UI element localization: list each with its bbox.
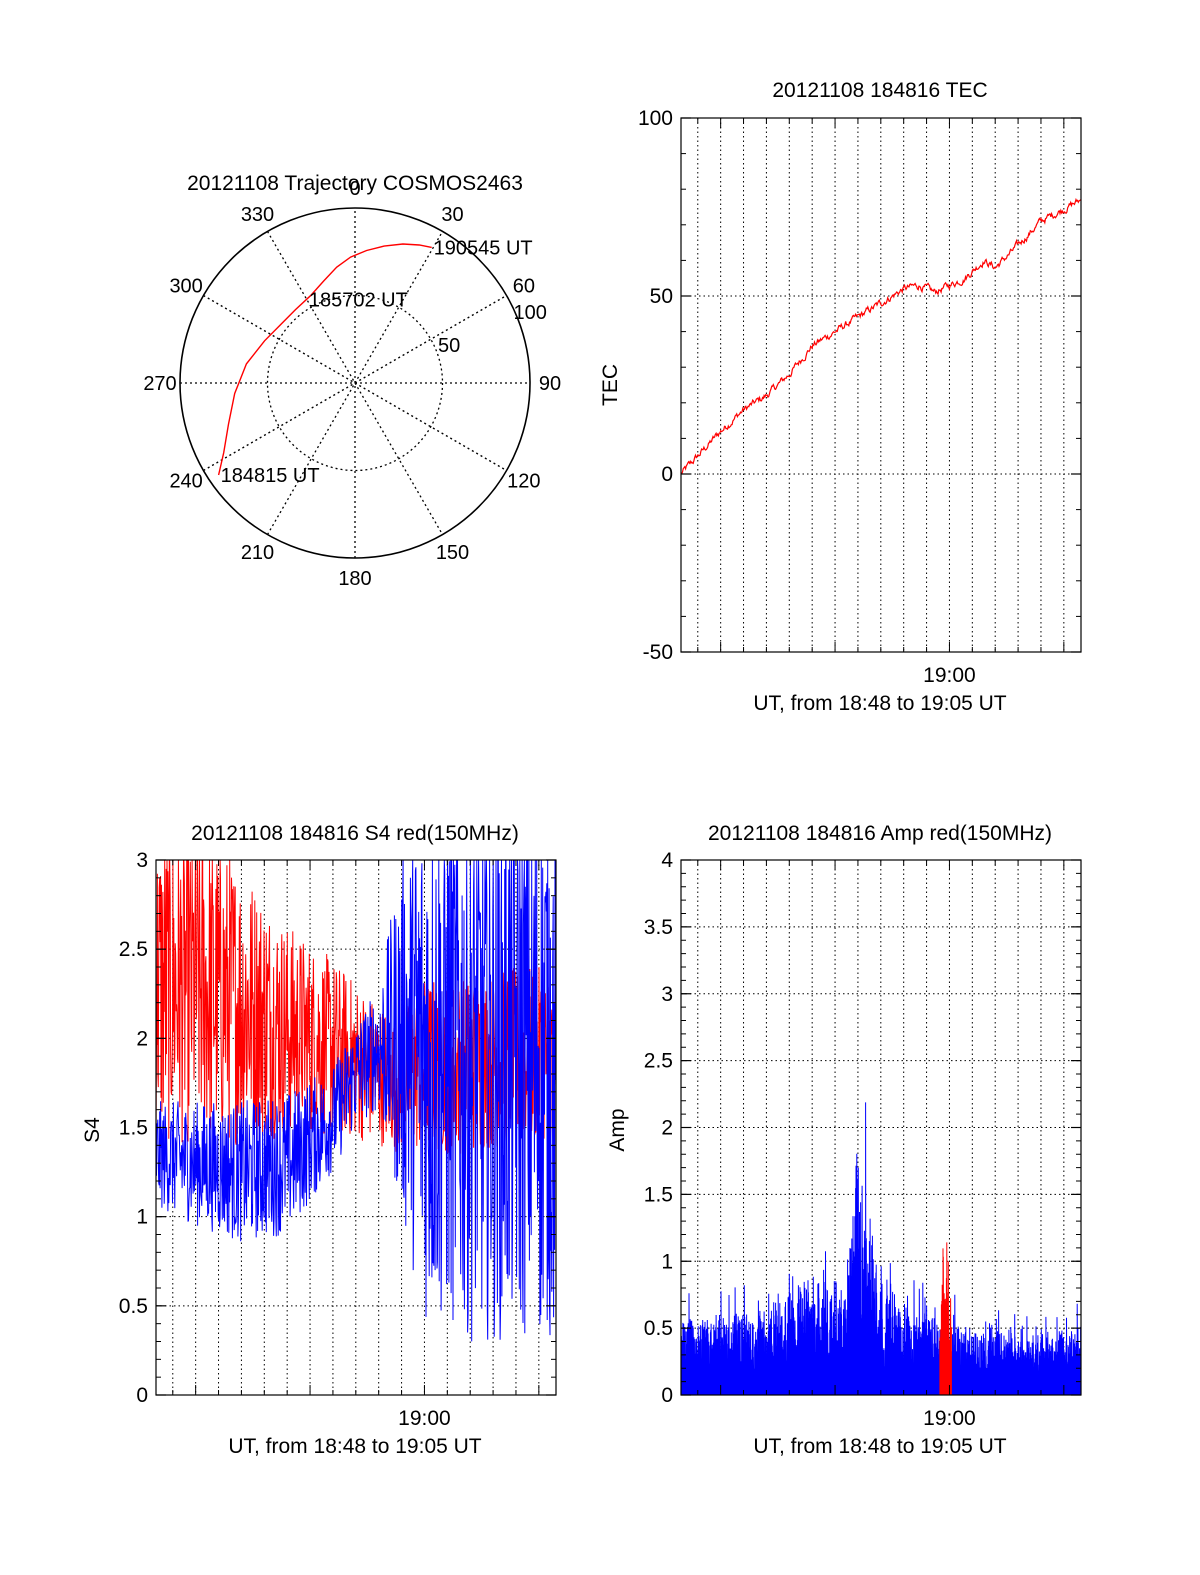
tec-ylabel: TEC [599,364,622,406]
amp-ylabel: Amp [606,1108,629,1151]
y-tick-label: -50 [643,641,673,664]
grid [681,118,1081,652]
data-series [680,1102,1082,1396]
tec-title: 20121108 184816 TEC [772,79,987,102]
tec-panel: 20121108 184816 TEC 100 50 0 -50 19:00 UT, f… [599,79,1082,715]
y-tick-label: 3.5 [644,916,673,939]
s4-xlabel: UT, from 18:48 to 19:05 UT [228,1435,481,1458]
series-line [939,1242,952,1396]
polar-azimuth-label: 240 [169,471,202,493]
data-series [155,859,557,1342]
polar-ring-label: 100 [514,302,547,324]
amp-xlabel: UT, from 18:48 to 19:05 UT [753,1435,1006,1458]
polar-spoke [266,231,444,535]
s4-ylabel: S4 [81,1117,104,1143]
s4-plot-area: 3 2.5 2 1.5 1 0.5 0 19:00 [119,849,557,1430]
x-tick-label: 19:00 [923,664,976,687]
polar-grid [180,208,530,558]
trajectory-track [217,243,432,476]
tec-xlabel: UT, from 18:48 to 19:05 UT [753,692,1006,715]
y-tick-label: 2.5 [119,938,148,961]
y-tick-label: 3 [136,849,148,872]
y-tick-label: 1.5 [644,1183,673,1206]
data-series [680,197,1082,475]
trajectory-time-label: 190545 UT [434,237,533,259]
y-tick-label: 0.5 [119,1295,148,1318]
y-tick-label: 0 [661,463,673,486]
polar-ring-50 [266,294,444,472]
polar-azimuth-label: 330 [241,204,274,226]
polar-azimuth-label: 270 [143,373,176,395]
polar-azimuth-label: 180 [338,568,371,590]
y-tick-label: 50 [650,285,673,308]
polar-outer-ring [179,207,531,559]
y-tick-label: 1 [661,1250,673,1273]
polar-azimuth-label: 150 [436,542,469,564]
trajectory-title: 20121108 Trajectory COSMOS2463 [187,172,523,195]
polar-azimuth-label: 300 [169,276,202,298]
polar-azimuth-label: 90 [539,373,561,395]
y-tick-label: 1 [136,1206,148,1229]
polar-azimuth-label: 60 [513,276,535,298]
polar-azimuth-label: 120 [507,471,540,493]
y-tick-label: 2.5 [644,1050,673,1073]
amp-title: 20121108 184816 Amp red(150MHz) [708,822,1052,845]
series-line [155,859,557,1342]
series-line [680,197,1082,475]
polar-azimuth-label: 210 [241,542,274,564]
series-line [155,859,557,1154]
amp-panel: 20121108 184816 Amp red(150MHz) 4 3.5 3 2.5… [606,822,1082,1458]
y-tick-label: 3 [661,983,673,1006]
polar-azimuth-label: 0 [349,178,360,200]
y-tick-label: 2 [661,1117,673,1140]
trajectory-annotations: 184815 UT 185702 UT 190545 UT [221,237,533,487]
y-tick-label: 1.5 [119,1117,148,1140]
polar-ring-labels: 50 100 [438,302,547,357]
trajectory-line [217,243,432,476]
polar-ring-label: 50 [438,335,460,357]
y-tick-label: 0.5 [644,1317,673,1340]
y-tick-label: 0 [661,1384,673,1407]
series-line [680,1102,1082,1396]
y-tick-label: 0 [136,1384,148,1407]
y-tick-label: 100 [638,107,673,130]
y-tick-label: 4 [661,849,673,872]
polar-azimuth-label: 30 [441,204,463,226]
trajectory-panel: 20121108 Trajectory COSMOS2463 0 30 60 90 12… [143,172,561,590]
amp-plot-area: 4 3.5 3 2.5 2 1.5 1 0.5 0 19:00 [644,849,1082,1430]
trajectory-time-label: 184815 UT [221,465,320,487]
x-tick-label: 19:00 [923,1407,976,1430]
y-tick-label: 2 [136,1027,148,1050]
polar-azimuth-labels: 0 30 60 90 120 150 180 210 240 270 300 330 [143,178,561,590]
tec-plot-area: 100 50 0 -50 19:00 [638,107,1082,687]
s4-panel: 20121108 184816 S4 red(150MHz) 3 2.5 2 1.5 1… [81,822,557,1458]
axis-ticks: 100 50 0 -50 19:00 [638,107,1081,687]
x-tick-label: 19:00 [398,1407,451,1430]
axis-ticks: 4 3.5 3 2.5 2 1.5 1 0.5 0 19:00 [644,849,1081,1430]
axis-ticks: 3 2.5 2 1.5 1 0.5 0 19:00 [119,849,556,1430]
s4-title: 20121108 184816 S4 red(150MHz) [191,822,519,845]
trajectory-time-label: 185702 UT [309,290,408,312]
